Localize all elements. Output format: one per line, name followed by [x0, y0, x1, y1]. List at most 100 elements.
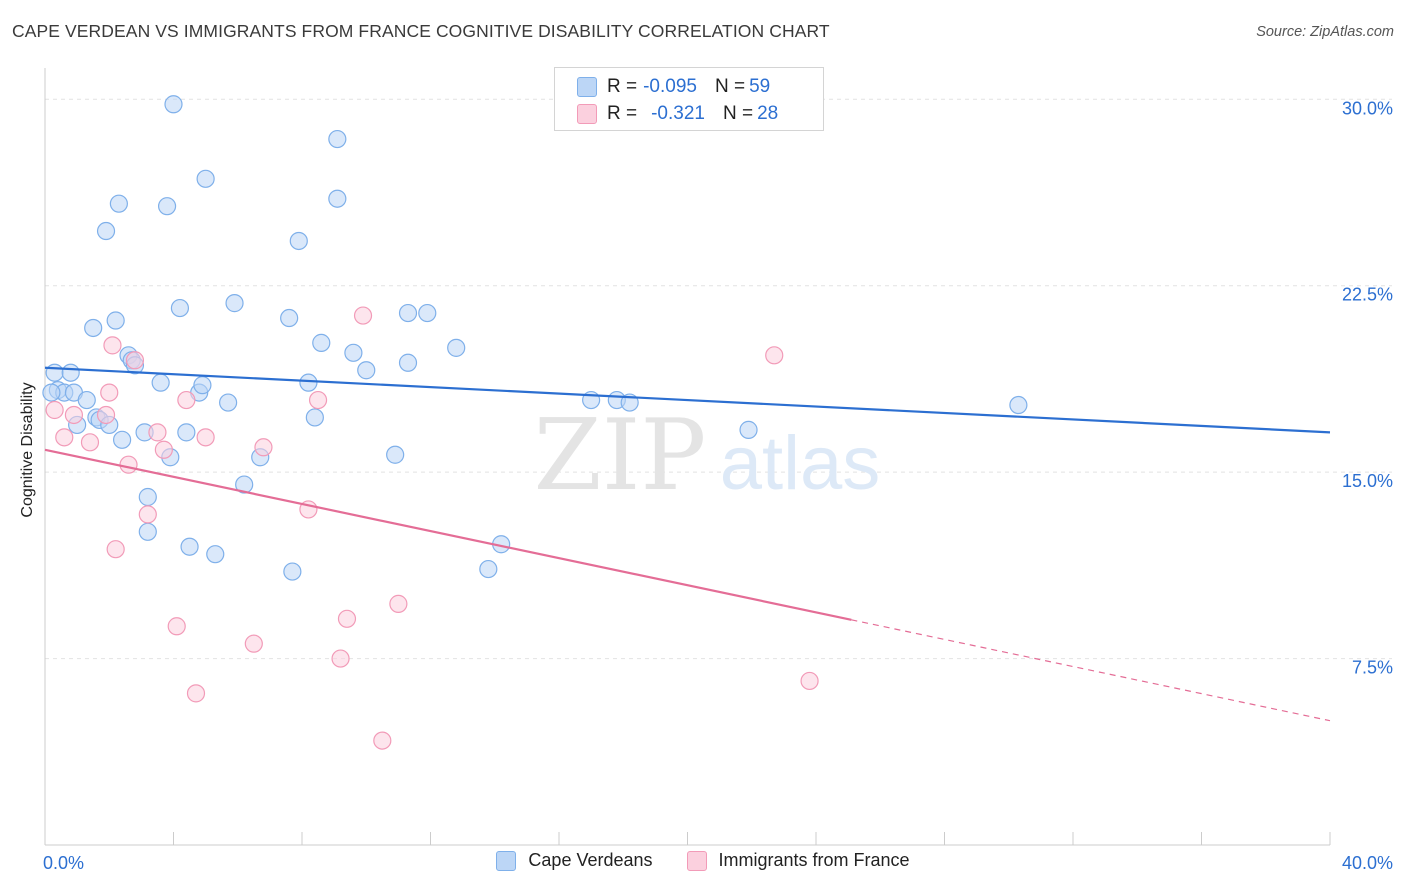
data-point	[96, 405, 116, 425]
data-point	[398, 353, 418, 372]
r-label: R =	[607, 76, 638, 97]
data-point	[299, 373, 318, 392]
n-label: N =	[714, 76, 746, 97]
data-point	[151, 373, 170, 392]
y-tick-label: 30.0%	[1342, 98, 1393, 118]
data-point	[386, 445, 405, 464]
data-point	[177, 390, 196, 410]
data-point	[373, 731, 392, 750]
data-point	[308, 390, 328, 410]
data-point	[337, 609, 357, 628]
data-point	[235, 475, 254, 494]
data-point	[289, 231, 308, 251]
data-point	[800, 671, 819, 691]
stats-row-cape-verdeans: R = -0.095 N = 59	[577, 74, 770, 100]
legend-swatch-cape-verdeans	[496, 850, 517, 871]
y-axis-label-wrap: Cognitive Disability	[16, 200, 40, 700]
data-point	[418, 303, 437, 323]
data-point	[283, 562, 302, 581]
data-point	[109, 194, 128, 213]
r-value: -0.095	[643, 76, 697, 97]
data-point	[328, 129, 347, 149]
cape-verdeans-swatch	[577, 77, 597, 97]
data-point	[77, 390, 96, 410]
data-point	[138, 505, 157, 524]
data-point	[148, 423, 167, 442]
data-point	[353, 306, 373, 325]
immigrants-from-france-swatch	[577, 104, 597, 124]
trend-line	[44, 448, 852, 621]
trend-line	[44, 366, 1331, 434]
data-point	[254, 438, 273, 457]
data-point	[157, 197, 177, 216]
data-point	[206, 545, 225, 564]
trend-lines	[44, 366, 1331, 722]
data-point	[193, 376, 212, 395]
correlation-stats-box: R = -0.095 N = 59 R = -0.321 N = 28	[554, 67, 824, 131]
data-point	[739, 420, 758, 439]
data-point	[106, 540, 125, 559]
data-point	[765, 346, 784, 365]
r-value: -0.321	[651, 103, 705, 124]
legend-item-cape-verdeans[interactable]: Cape Verdeans	[496, 850, 653, 871]
watermark-zip: ZIP	[534, 399, 707, 513]
x-tick-label-start: 0.0%	[43, 853, 84, 873]
data-point	[479, 559, 498, 579]
tick-labels: 7.5% 15.0% 22.5% 30.0% 0.0% 40.0%	[43, 98, 1393, 873]
data-point	[55, 428, 74, 447]
data-point	[164, 95, 183, 114]
data-point	[154, 440, 173, 459]
axes	[44, 68, 1331, 846]
data-point	[45, 363, 64, 382]
source-credit: Source: ZipAtlas.com	[1256, 24, 1394, 40]
data-point	[103, 336, 122, 355]
data-point	[196, 428, 215, 447]
data-point	[357, 361, 376, 380]
grid-lines	[45, 98, 1392, 660]
stats-row-immigrants-from-france: R = -0.321 N = 28	[577, 101, 778, 127]
x-tick-label-end: 40.0%	[1342, 853, 1393, 873]
data-point	[112, 430, 132, 449]
data-point	[61, 363, 80, 382]
data-point	[331, 649, 350, 668]
n-label: N =	[722, 103, 754, 124]
legend-label: Cape Verdeans	[528, 850, 653, 870]
data-point	[106, 311, 125, 330]
data-point	[312, 333, 331, 352]
data-point	[170, 298, 190, 318]
data-point	[398, 303, 418, 323]
data-point	[45, 400, 64, 420]
watermark: ZIP atlas	[534, 399, 881, 513]
y-tick-label: 7.5%	[1352, 658, 1393, 678]
data-point	[389, 594, 408, 613]
data-point	[186, 684, 206, 703]
legend-item-immigrants-from-france[interactable]: Immigrants from France	[686, 850, 910, 871]
y-tick-label: 15.0%	[1342, 471, 1393, 491]
legend-label: Immigrants from France	[718, 850, 910, 870]
data-point	[177, 423, 196, 442]
data-point	[119, 455, 138, 474]
y-axis-label: Cognitive Disability	[19, 382, 36, 518]
n-value: 28	[757, 103, 779, 124]
data-point	[1009, 395, 1028, 415]
data-point	[84, 318, 103, 338]
trend-line-extension	[851, 619, 1331, 722]
data-point	[80, 433, 100, 452]
data-point	[64, 405, 84, 425]
data-point	[196, 169, 215, 188]
data-point	[219, 393, 238, 412]
data-point	[167, 617, 186, 636]
data-point	[244, 634, 263, 653]
data-point	[344, 343, 363, 362]
n-value: 59	[749, 76, 771, 97]
data-point	[125, 351, 145, 370]
data-point	[100, 383, 119, 402]
data-point	[96, 221, 116, 241]
legend-swatch-immigrants-from-france	[686, 850, 707, 871]
chart-title: CAPE VERDEAN VS IMMIGRANTS FROM FRANCE C…	[12, 21, 830, 41]
data-point	[42, 383, 61, 402]
data-point	[305, 408, 324, 427]
chart-legend: Cape Verdeans Immigrants from France	[0, 850, 1406, 871]
r-label: R =	[607, 103, 638, 124]
data-point	[138, 522, 157, 541]
